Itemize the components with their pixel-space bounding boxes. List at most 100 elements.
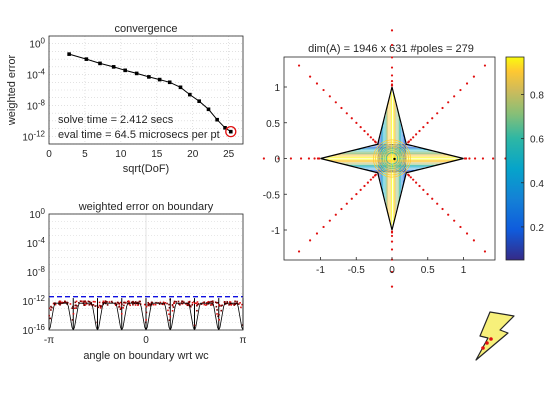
pole-point: [350, 117, 353, 120]
error-point: [126, 300, 129, 303]
error-point: [211, 300, 214, 303]
y-tick-label: 100: [29, 37, 45, 51]
pole-point: [441, 106, 444, 110]
error-point: [179, 304, 181, 306]
error-point: [128, 301, 131, 303]
lobe-curve: [145, 302, 171, 331]
error-point: [100, 305, 102, 307]
error-point: [186, 302, 188, 305]
y-tick-label: 10-8: [27, 98, 46, 112]
error-point: [88, 303, 91, 306]
star-boundary: [320, 86, 464, 231]
poles: [262, 29, 522, 288]
error-point: [166, 302, 168, 305]
pole-point: [390, 270, 394, 274]
pole-point: [390, 56, 394, 59]
pole-point: [464, 157, 468, 160]
error-point: [168, 306, 171, 309]
error-point: [134, 304, 137, 306]
final-point-highlight: [225, 126, 237, 138]
pole-point: [409, 176, 412, 179]
eval-time-annotation: eval time = 64.5 microsecs per pt: [58, 129, 220, 141]
colorbar-tick-label: 0.2: [530, 223, 544, 234]
y-tick-label: 10-12: [22, 294, 45, 308]
error-point: [75, 307, 77, 309]
error-point: [173, 300, 176, 303]
pole-point: [366, 133, 369, 136]
error-point: [175, 300, 177, 303]
error-point: [172, 306, 175, 308]
pole-point: [412, 136, 415, 139]
error-point: [134, 301, 137, 303]
error-point: [152, 303, 155, 306]
pole-point: [340, 207, 343, 211]
error-point: [49, 317, 52, 320]
error-point: [171, 310, 174, 312]
solve-time-annotation: solve time = 2.412 secs: [58, 114, 174, 126]
pole-point: [372, 176, 375, 179]
error-point: [236, 300, 238, 303]
convergence-title: convergence: [115, 23, 178, 35]
y-tick-label: 10-16: [22, 323, 45, 337]
data-point: [111, 65, 116, 69]
error-point: [147, 301, 150, 304]
error-point: [241, 303, 243, 306]
boundary-x-label: angle on boundary wrt wc: [83, 350, 209, 362]
error-point: [189, 305, 192, 308]
error-point: [188, 301, 191, 304]
error-point: [98, 304, 101, 307]
data-point: [228, 129, 233, 134]
error-point: [83, 300, 85, 303]
pole-point: [473, 157, 477, 160]
colorbar-tick-label: 0.4: [530, 179, 544, 190]
pole-point: [340, 106, 343, 110]
error-point: [181, 300, 183, 303]
pole-point: [441, 207, 444, 211]
pole-point: [390, 29, 394, 32]
boundary-axes-box: [48, 213, 244, 331]
data-point: [98, 61, 102, 66]
error-point: [188, 300, 191, 303]
lightning-logo: [475, 311, 515, 361]
error-point: [130, 301, 133, 304]
error-point: [234, 303, 237, 305]
error-point: [75, 304, 77, 307]
error-point: [229, 303, 232, 305]
pole-point: [447, 101, 450, 104]
error-point: [94, 300, 96, 303]
error-point: [167, 309, 169, 312]
error-point: [123, 301, 126, 304]
error-point: [119, 301, 122, 304]
pole-point: [363, 184, 366, 188]
error-point: [106, 301, 108, 303]
error-point: [221, 304, 223, 307]
error-point: [105, 301, 107, 303]
pole-point: [316, 157, 320, 160]
data-point: [123, 68, 127, 73]
x-tick-label: 0.5: [421, 265, 435, 276]
pole-point: [481, 157, 485, 160]
error-point: [58, 303, 60, 305]
pole-point: [472, 75, 476, 78]
pole-point: [390, 248, 394, 251]
error-point: [145, 305, 148, 308]
error-point: [75, 300, 78, 303]
data-point: [188, 92, 192, 97]
error-point: [233, 303, 235, 306]
contour-line: [377, 143, 407, 174]
contour-chart: dim(A) = 1946 x 631 #poles = 279 -1 -0.5 0…: [262, 29, 522, 288]
error-point: [85, 301, 87, 304]
error-point: [92, 304, 95, 306]
pole-point: [415, 133, 418, 136]
error-point: [136, 301, 138, 304]
y-tick-label: 0: [274, 155, 280, 166]
error-point: [193, 324, 196, 327]
pole-point: [465, 232, 469, 235]
pole-point: [315, 232, 319, 235]
pole-point: [390, 285, 394, 288]
y-tick-label: -0.5: [263, 190, 281, 201]
error-point: [81, 300, 83, 303]
y-tick-label: 10-4: [27, 68, 46, 82]
pole-point: [447, 213, 450, 216]
convergence-line: [68, 53, 232, 133]
